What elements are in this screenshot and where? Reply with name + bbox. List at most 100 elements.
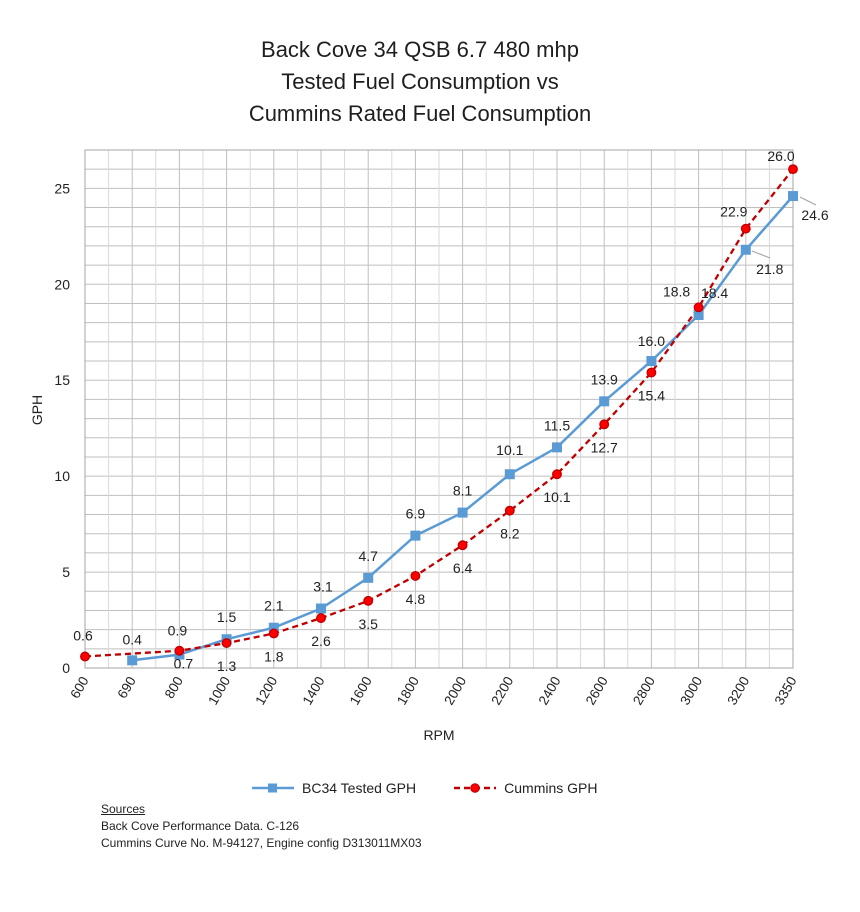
x-tick-label: 2400 xyxy=(536,674,564,708)
grid-lines xyxy=(84,149,794,669)
cummins-point-marker xyxy=(740,223,751,234)
legend-item-tested[interactable]: BC34 Tested GPH xyxy=(250,780,416,796)
y-tick-label: 0 xyxy=(62,660,70,676)
sources-block: Sources Back Cove Performance Data. C-12… xyxy=(101,801,422,852)
cummins-point-marker xyxy=(316,613,326,624)
cummins-data-label: 15.4 xyxy=(638,388,665,404)
cummins-data-label: 0.6 xyxy=(73,627,93,643)
tested-data-label: 11.5 xyxy=(544,417,570,433)
tested-point-marker xyxy=(410,530,421,541)
cummins-point-marker xyxy=(174,645,185,656)
label-leader-line xyxy=(799,196,817,206)
cummins-data-label: 2.6 xyxy=(311,633,331,649)
tested-data-label: 2.1 xyxy=(264,598,284,614)
chart-title-line-1: Back Cove 34 QSB 6.7 480 mhp xyxy=(261,37,579,62)
cummins-point-marker xyxy=(80,651,90,662)
x-tick-label: 690 xyxy=(115,674,139,701)
chart-title: Back Cove 34 QSB 6.7 480 mhp Tested Fuel… xyxy=(0,34,840,130)
cummins-point-marker xyxy=(221,638,232,649)
tested-data-label: 6.9 xyxy=(406,506,426,522)
legend-label-cummins: Cummins GPH xyxy=(504,780,598,796)
tested-data-label: 8.1 xyxy=(453,483,473,499)
cummins-data-label: 1.8 xyxy=(264,648,284,664)
x-tick-label: 1000 xyxy=(205,674,233,708)
cummins-point-marker xyxy=(268,628,279,639)
source-line-2: Cummins Curve No. M-94127, Engine config… xyxy=(101,836,422,850)
axes: 0 5 10 15 20 25 600 690 800 1000 1200 1400 1600 1800 2… xyxy=(54,149,800,708)
series-layer xyxy=(80,164,798,666)
legend: BC34 Tested GPH Cummins GPH xyxy=(250,778,598,798)
x-tick-label: 1800 xyxy=(394,674,422,708)
tested-point-marker xyxy=(268,622,279,633)
tested-point-marker xyxy=(599,396,610,407)
chart-plot: 0 5 10 15 20 25 600 690 800 1000 1200 1400 1600 1800 2… xyxy=(29,148,829,743)
x-tick-label: 1600 xyxy=(347,674,375,708)
tested-point-marker xyxy=(646,356,657,367)
cummins-point-marker xyxy=(410,570,421,581)
legend-square-marker-icon xyxy=(252,783,294,793)
x-tick-label: 3350 xyxy=(772,674,800,708)
y-tick-label: 10 xyxy=(54,468,70,484)
cummins-data-label: 4.8 xyxy=(406,591,426,607)
cummins-data-label: 22.9 xyxy=(720,204,747,220)
cummins-point-marker xyxy=(599,419,610,430)
legend-item-cummins[interactable]: Cummins GPH xyxy=(452,780,598,796)
chart-title-line-2: Tested Fuel Consumption vs xyxy=(281,69,559,94)
label-leader-line xyxy=(751,250,771,259)
x-tick-label: 2200 xyxy=(488,674,516,708)
tested-data-label: 13.9 xyxy=(591,371,618,387)
tested-point-marker xyxy=(693,309,704,320)
x-tick-label: 1200 xyxy=(252,674,280,708)
cummins-data-label: 3.5 xyxy=(358,616,378,632)
x-tick-label: 800 xyxy=(162,674,186,701)
cummins-data-label: 12.7 xyxy=(591,439,618,455)
tested-point-marker xyxy=(504,469,515,480)
cummins-data-label: 10.1 xyxy=(543,489,570,505)
x-tick-label: 3000 xyxy=(677,674,705,708)
tested-point-marker xyxy=(457,507,468,518)
x-tick-label: 3200 xyxy=(724,674,752,708)
cummins-point-marker xyxy=(457,540,468,551)
cummins-point-marker xyxy=(788,164,798,175)
tested-data-label: 24.6 xyxy=(801,207,828,223)
cummins-data-label: 0.9 xyxy=(168,623,188,639)
tested-point-marker xyxy=(363,572,374,583)
tested-data-label: 1.5 xyxy=(217,609,237,625)
legend-label-tested: BC34 Tested GPH xyxy=(302,780,417,796)
y-tick-label: 15 xyxy=(54,372,70,388)
y-axis-label: GPH xyxy=(29,395,45,425)
x-tick-label: 2000 xyxy=(441,674,469,708)
tested-data-label: 21.8 xyxy=(756,261,783,277)
plot-border xyxy=(84,149,794,669)
tested-point-marker xyxy=(316,603,326,614)
tested-point-marker xyxy=(788,191,798,202)
cummins-point-marker xyxy=(363,595,374,606)
tested-data-label: 0.7 xyxy=(174,656,194,672)
legend-circle-marker-icon xyxy=(454,783,497,793)
y-tick-label: 25 xyxy=(54,180,70,196)
tested-data-label: 18.4 xyxy=(701,285,728,301)
tested-point-marker xyxy=(740,244,751,255)
tested-data-label: 4.7 xyxy=(358,548,378,564)
tested-point-marker xyxy=(127,655,138,666)
cummins-data-label: 8.2 xyxy=(500,526,520,542)
x-tick-label: 2600 xyxy=(583,674,611,708)
cummins-data-label: 26.0 xyxy=(767,148,794,164)
x-axis-label: RPM xyxy=(423,727,454,743)
sources-heading: Sources xyxy=(101,802,146,816)
tested-data-label: 0.4 xyxy=(122,631,142,647)
x-tick-label: 600 xyxy=(67,674,91,701)
tested-data-label: 16.0 xyxy=(638,333,665,349)
tested-data-label: 3.1 xyxy=(313,579,333,595)
chart-title-line-3: Cummins Rated Fuel Consumption xyxy=(248,101,592,126)
cummins-point-marker xyxy=(504,505,515,516)
source-line-1: Back Cove Performance Data. C-126 xyxy=(101,819,300,833)
cummins-data-label: 18.8 xyxy=(663,283,690,299)
x-tick-label: 2800 xyxy=(630,674,658,708)
cummins-data-label: 1.3 xyxy=(217,658,237,674)
x-tick-label: 1400 xyxy=(300,674,328,708)
cummins-data-label: 6.4 xyxy=(453,560,473,576)
tested-data-label: 10.1 xyxy=(496,442,523,458)
y-tick-label: 5 xyxy=(62,564,70,580)
cummins-point-marker xyxy=(693,302,704,313)
